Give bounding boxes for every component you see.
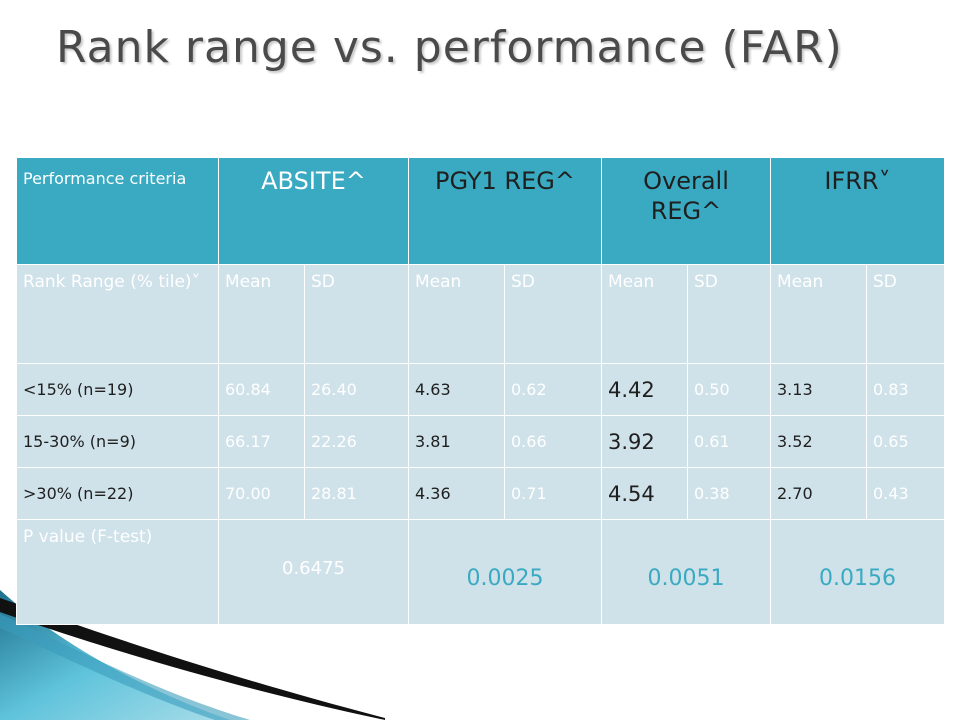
sd-header: SD xyxy=(687,264,771,364)
mean-header: Mean xyxy=(601,264,688,364)
pgy1-sd-cell: 0.62 xyxy=(504,363,602,416)
pgy1-sd-cell: 0.66 xyxy=(504,415,602,468)
overall-mean-cell: 4.54 xyxy=(601,467,688,520)
ifrr-mean-cell: 2.70 xyxy=(770,467,867,520)
performance-criteria-header: Performance criteria xyxy=(16,157,219,265)
absite-mean-cell: 70.00 xyxy=(218,467,305,520)
decorative-swoosh xyxy=(0,590,385,720)
rank-range-table: Performance criteria ABSITE^ PGY1 REG^ O… xyxy=(16,157,945,625)
header-row: Performance criteria ABSITE^ PGY1 REG^ O… xyxy=(16,157,945,265)
subheader-row: Rank Range (% tile)˅ Mean SD Mean SD Mea… xyxy=(16,264,945,364)
absite-mean-cell: 60.84 xyxy=(218,363,305,416)
absite-mean-cell: 66.17 xyxy=(218,415,305,468)
mean-header: Mean xyxy=(770,264,867,364)
rank-range-label: 15-30% (n=9) xyxy=(16,415,219,468)
overall-reg-header: Overall REG^ xyxy=(601,157,771,265)
absite-header: ABSITE^ xyxy=(218,157,409,265)
mean-header: Mean xyxy=(408,264,505,364)
ifrr-mean-cell: 3.13 xyxy=(770,363,867,416)
ifrr-sd-cell: 0.83 xyxy=(866,363,945,416)
overall-sd-cell: 0.38 xyxy=(687,467,771,520)
ifrr-header: IFRR˅ xyxy=(770,157,945,265)
table-row: >30% (n=22) 70.00 28.81 4.36 0.71 4.54 0… xyxy=(16,467,945,520)
sd-header: SD xyxy=(504,264,602,364)
mean-header: Mean xyxy=(218,264,305,364)
overall-mean-cell: 3.92 xyxy=(601,415,688,468)
table-row: <15% (n=19) 60.84 26.40 4.63 0.62 4.42 0… xyxy=(16,363,945,416)
p-value-row: P value (F-test) 0.6475 0.0025 0.0051 0.… xyxy=(16,519,945,625)
sd-header: SD xyxy=(304,264,409,364)
overall-sd-cell: 0.50 xyxy=(687,363,771,416)
absite-sd-cell: 26.40 xyxy=(304,363,409,416)
slide-title: Rank range vs. performance (FAR) xyxy=(56,22,843,73)
rank-range-label: >30% (n=22) xyxy=(16,467,219,520)
overall-sd-cell: 0.61 xyxy=(687,415,771,468)
overall-mean-cell: 4.42 xyxy=(601,363,688,416)
ifrr-p-value: 0.0156 xyxy=(770,519,945,625)
absite-sd-cell: 28.81 xyxy=(304,467,409,520)
ifrr-sd-cell: 0.43 xyxy=(866,467,945,520)
pgy1-mean-cell: 3.81 xyxy=(408,415,505,468)
p-value-label: P value (F-test) xyxy=(16,519,219,625)
pgy1-sd-cell: 0.71 xyxy=(504,467,602,520)
ifrr-sd-cell: 0.65 xyxy=(866,415,945,468)
pgy1-mean-cell: 4.63 xyxy=(408,363,505,416)
rank-range-header: Rank Range (% tile)˅ xyxy=(16,264,219,364)
ifrr-mean-cell: 3.52 xyxy=(770,415,867,468)
pgy1-p-value: 0.0025 xyxy=(408,519,602,625)
sd-header: SD xyxy=(866,264,945,364)
rank-range-label: <15% (n=19) xyxy=(16,363,219,416)
absite-sd-cell: 22.26 xyxy=(304,415,409,468)
overall-p-value: 0.0051 xyxy=(601,519,771,625)
pgy1-reg-header: PGY1 REG^ xyxy=(408,157,602,265)
table-row: 15-30% (n=9) 66.17 22.26 3.81 0.66 3.92 … xyxy=(16,415,945,468)
pgy1-mean-cell: 4.36 xyxy=(408,467,505,520)
absite-p-value: 0.6475 xyxy=(218,519,409,625)
